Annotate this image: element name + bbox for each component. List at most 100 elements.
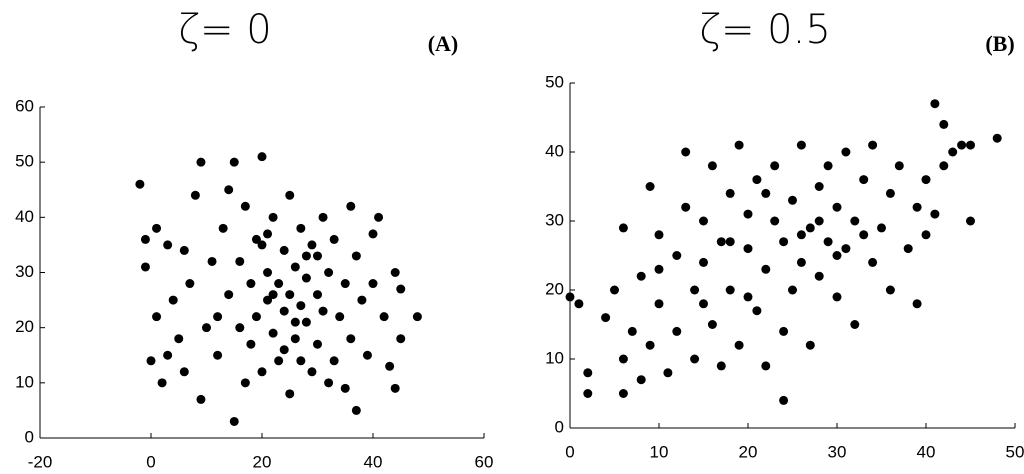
point	[930, 99, 940, 109]
point	[743, 244, 753, 254]
point	[859, 230, 869, 240]
y-tick-label: 60	[15, 96, 34, 115]
point	[140, 234, 150, 244]
point	[346, 201, 356, 211]
point	[770, 161, 780, 171]
point	[229, 416, 239, 426]
point	[583, 389, 593, 398]
point	[779, 395, 789, 405]
x-tick-label: 20	[253, 452, 272, 471]
point	[357, 295, 367, 305]
point	[877, 223, 886, 233]
point	[218, 223, 228, 233]
y-tick-label: 30	[15, 262, 34, 281]
point	[390, 268, 400, 277]
point	[618, 223, 628, 233]
point	[583, 368, 593, 378]
point	[725, 285, 735, 295]
point	[268, 212, 278, 222]
x-tick-label: 0	[146, 452, 155, 471]
point	[290, 317, 300, 327]
point	[140, 262, 150, 272]
point	[179, 245, 189, 255]
point	[263, 295, 273, 305]
point	[224, 290, 234, 300]
point	[814, 271, 824, 281]
point	[832, 292, 842, 302]
point	[707, 320, 717, 329]
point	[168, 295, 178, 305]
point	[146, 356, 156, 366]
point	[179, 367, 189, 377]
point	[912, 299, 922, 309]
point	[202, 323, 211, 333]
point	[903, 244, 913, 254]
chart-title: ζ= 0.5	[699, 7, 831, 53]
point	[263, 229, 273, 239]
point	[351, 251, 361, 261]
point	[296, 223, 306, 233]
point	[966, 216, 975, 226]
point	[301, 251, 311, 261]
point	[279, 245, 289, 255]
point	[645, 182, 655, 191]
y-tick-label: 30	[545, 210, 564, 229]
point	[374, 212, 384, 222]
point	[645, 340, 655, 350]
point	[636, 271, 646, 281]
point	[152, 312, 162, 322]
point	[346, 334, 356, 344]
point	[761, 361, 771, 371]
point	[246, 339, 256, 349]
point	[618, 389, 628, 398]
point	[796, 257, 806, 267]
point	[752, 175, 762, 185]
point	[788, 195, 797, 205]
point	[841, 147, 851, 157]
point	[335, 312, 345, 322]
point	[681, 147, 691, 157]
point	[707, 161, 717, 171]
point	[912, 202, 922, 212]
point	[301, 317, 311, 327]
point	[279, 306, 289, 316]
point	[307, 367, 317, 377]
point	[296, 356, 306, 366]
point	[329, 356, 339, 366]
point	[351, 405, 361, 415]
point	[235, 256, 245, 266]
point	[190, 190, 200, 200]
point	[565, 292, 575, 302]
point	[654, 230, 664, 240]
point	[301, 273, 311, 283]
point	[285, 290, 295, 300]
point	[379, 312, 389, 322]
point	[610, 285, 619, 295]
point	[157, 378, 167, 388]
point	[257, 152, 267, 162]
x-tick-label: 50	[1006, 442, 1024, 461]
point	[850, 320, 860, 329]
point	[368, 229, 378, 239]
point	[939, 161, 949, 171]
point	[716, 361, 726, 371]
point	[618, 354, 628, 364]
point	[235, 323, 245, 333]
point	[734, 140, 744, 150]
point	[779, 326, 789, 336]
point	[885, 285, 895, 295]
point	[385, 361, 395, 371]
y-tick-label: 20	[545, 279, 564, 298]
point	[396, 334, 406, 344]
point	[699, 216, 708, 226]
point	[805, 223, 815, 233]
point	[324, 378, 334, 388]
point	[957, 140, 967, 150]
x-tick-label: 0	[565, 442, 574, 461]
y-tick-label: 10	[15, 372, 34, 391]
point	[246, 279, 256, 289]
point	[285, 389, 295, 399]
point	[868, 257, 878, 267]
point	[290, 334, 300, 344]
